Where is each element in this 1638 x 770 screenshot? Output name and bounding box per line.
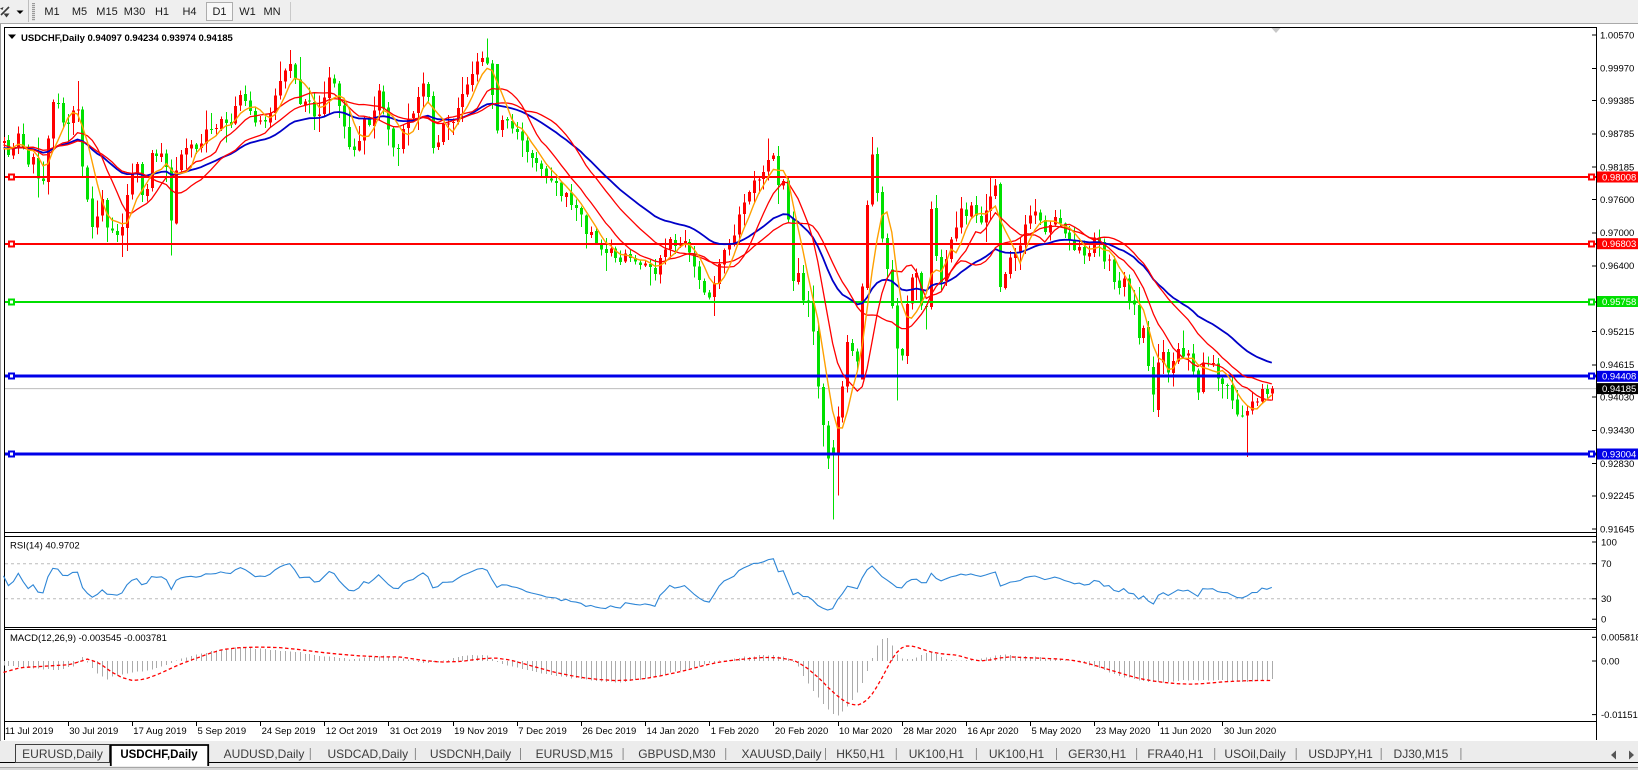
svg-text:10 Mar 2020: 10 Mar 2020 <box>839 726 892 737</box>
svg-text:24 Sep 2019: 24 Sep 2019 <box>262 726 316 737</box>
svg-text:1 Feb 2020: 1 Feb 2020 <box>711 726 759 737</box>
svg-text:0.98185: 0.98185 <box>1600 162 1634 173</box>
svg-text:30 Jun 2020: 30 Jun 2020 <box>1224 726 1276 737</box>
svg-text:MACD(12,26,9) -0.003545 -0.003: MACD(12,26,9) -0.003545 -0.003781 <box>10 633 167 644</box>
svg-text:0.94408: 0.94408 <box>1602 372 1636 383</box>
svg-text:19 Nov 2019: 19 Nov 2019 <box>454 726 508 737</box>
svg-text:1.00570: 1.00570 <box>1600 30 1634 41</box>
svg-text:0.96400: 0.96400 <box>1600 261 1634 272</box>
svg-text:0.94185: 0.94185 <box>1602 384 1636 395</box>
svg-text:AUDUSD,Daily: AUDUSD,Daily <box>224 747 305 761</box>
svg-text:14 Jan 2020: 14 Jan 2020 <box>647 726 699 737</box>
svg-text:M15: M15 <box>96 6 117 18</box>
svg-text:23 May 2020: 23 May 2020 <box>1096 726 1151 737</box>
svg-text:EURUSD,Daily: EURUSD,Daily <box>22 747 103 761</box>
svg-text:FRA40,H1: FRA40,H1 <box>1147 747 1203 761</box>
svg-text:0.95215: 0.95215 <box>1600 327 1634 338</box>
svg-text:17 Aug 2019: 17 Aug 2019 <box>133 726 186 737</box>
svg-text:W1: W1 <box>239 6 256 18</box>
svg-text:0.92830: 0.92830 <box>1600 459 1634 470</box>
svg-text:UK100,H1: UK100,H1 <box>909 747 965 761</box>
svg-text:12 Oct 2019: 12 Oct 2019 <box>326 726 378 737</box>
svg-text:16 Apr 2020: 16 Apr 2020 <box>967 726 1018 737</box>
svg-text:100: 100 <box>1601 537 1617 548</box>
svg-text:H4: H4 <box>182 6 196 18</box>
svg-text:0.95758: 0.95758 <box>1602 297 1636 308</box>
svg-text:USDCNH,Daily: USDCNH,Daily <box>430 747 511 761</box>
svg-text:EURUSD,M15: EURUSD,M15 <box>536 747 614 761</box>
svg-text:0.99970: 0.99970 <box>1600 64 1634 75</box>
svg-text:5 May 2020: 5 May 2020 <box>1032 726 1082 737</box>
svg-text:30 Jul 2019: 30 Jul 2019 <box>69 726 118 737</box>
svg-text:M1: M1 <box>44 6 59 18</box>
svg-text:-0.011514: -0.011514 <box>1601 710 1638 721</box>
svg-text:26 Dec 2019: 26 Dec 2019 <box>582 726 636 737</box>
svg-text:30: 30 <box>1601 594 1612 605</box>
svg-text:0.93004: 0.93004 <box>1602 449 1636 460</box>
svg-text:0.91645: 0.91645 <box>1600 524 1634 535</box>
svg-text:0.98785: 0.98785 <box>1600 129 1634 140</box>
svg-text:USDJPY,H1: USDJPY,H1 <box>1308 747 1373 761</box>
svg-text:UK100,H1: UK100,H1 <box>989 747 1045 761</box>
svg-text:XAUUSD,Daily: XAUUSD,Daily <box>741 747 821 761</box>
svg-text:USDCAD,Daily: USDCAD,Daily <box>327 747 408 761</box>
svg-text:0.96803: 0.96803 <box>1602 239 1636 250</box>
svg-text:0: 0 <box>1601 615 1606 626</box>
svg-text:20 Feb 2020: 20 Feb 2020 <box>775 726 828 737</box>
svg-text:0.93430: 0.93430 <box>1600 426 1634 437</box>
svg-text:0.94615: 0.94615 <box>1600 360 1634 371</box>
svg-text:0.99385: 0.99385 <box>1600 96 1634 107</box>
svg-text:0.005818: 0.005818 <box>1601 633 1638 644</box>
svg-text:USDCHF,Daily: USDCHF,Daily <box>120 749 198 761</box>
svg-text:M30: M30 <box>124 6 145 18</box>
svg-text:0.97000: 0.97000 <box>1600 228 1634 239</box>
svg-text:M5: M5 <box>72 6 87 18</box>
svg-text:31 Oct 2019: 31 Oct 2019 <box>390 726 442 737</box>
svg-text:GBPUSD,M30: GBPUSD,M30 <box>638 747 716 761</box>
svg-text:H1: H1 <box>155 6 169 18</box>
svg-text:0.92245: 0.92245 <box>1600 491 1634 502</box>
svg-text:0.98008: 0.98008 <box>1602 172 1636 183</box>
svg-text:70: 70 <box>1601 559 1612 570</box>
svg-text:0.97600: 0.97600 <box>1600 195 1634 206</box>
svg-text:5 Sep 2019: 5 Sep 2019 <box>198 726 247 737</box>
svg-text:7 Dec 2019: 7 Dec 2019 <box>518 726 567 737</box>
svg-text:RSI(14) 40.9702: RSI(14) 40.9702 <box>10 541 80 552</box>
svg-text:DJ30,M15: DJ30,M15 <box>1394 747 1449 761</box>
svg-text:GER30,H1: GER30,H1 <box>1068 747 1126 761</box>
svg-text:11 Jun 2020: 11 Jun 2020 <box>1160 726 1212 737</box>
svg-text:28 Mar 2020: 28 Mar 2020 <box>903 726 956 737</box>
svg-text:USDCHF,Daily 0.94097 0.94234: USDCHF,Daily 0.94097 0.94234 0.93974 0.9… <box>21 33 234 44</box>
svg-text:MN: MN <box>263 6 280 18</box>
svg-text:0.94030: 0.94030 <box>1600 392 1634 403</box>
svg-text:11 Jul 2019: 11 Jul 2019 <box>5 726 53 737</box>
svg-text:0.00: 0.00 <box>1601 656 1620 667</box>
svg-text:D1: D1 <box>212 6 226 18</box>
svg-text:USOil,Daily: USOil,Daily <box>1224 747 1285 761</box>
svg-text:HK50,H1: HK50,H1 <box>836 747 885 761</box>
